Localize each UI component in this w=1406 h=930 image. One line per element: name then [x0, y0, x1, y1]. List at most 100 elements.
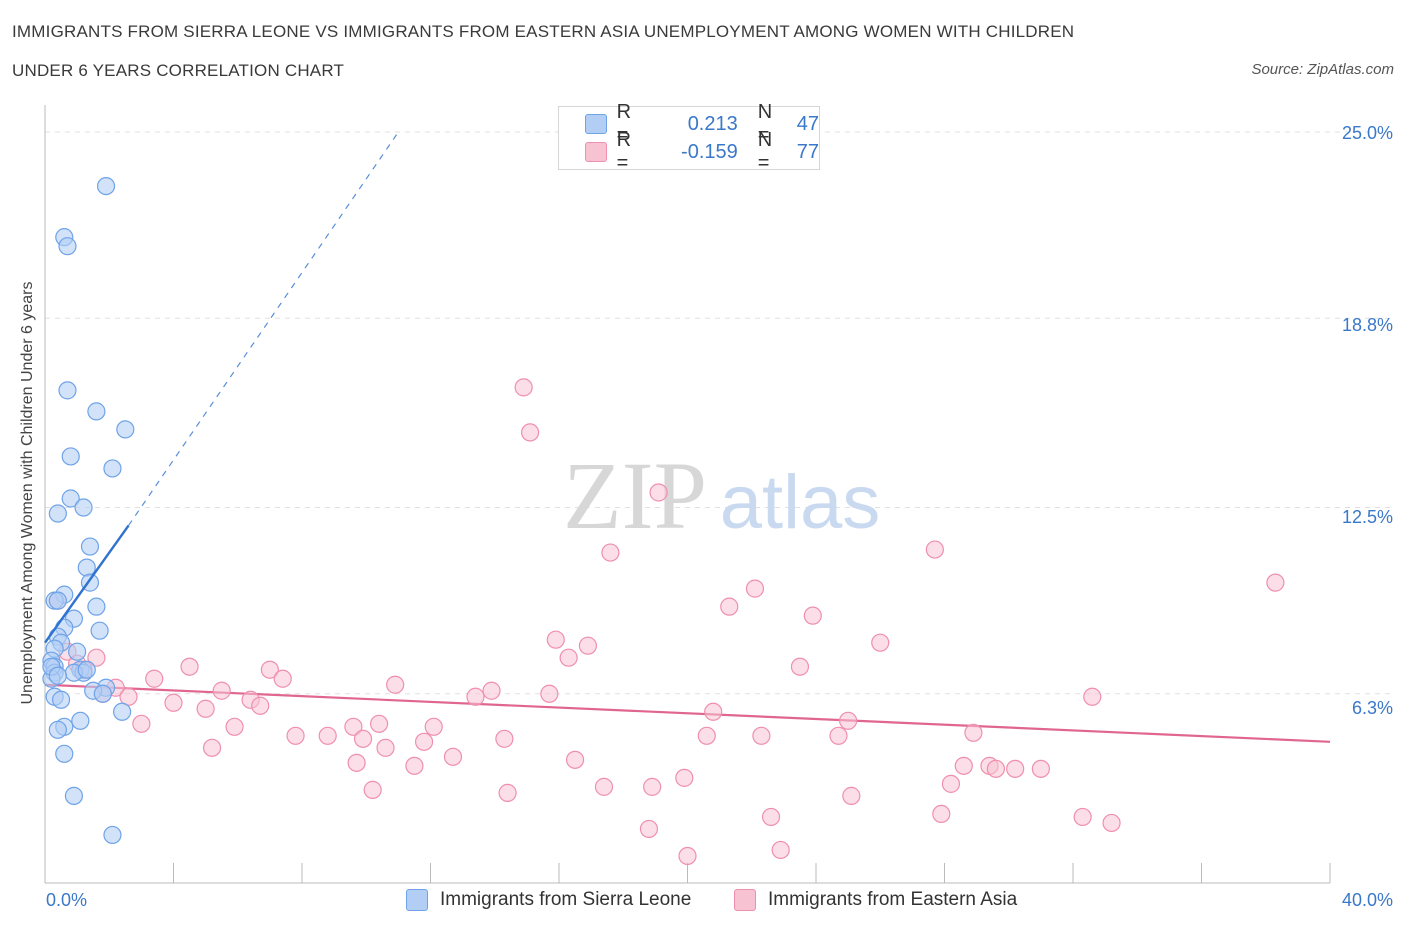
data-point-sierra-leone — [74, 498, 93, 517]
data-point-sierra-leone — [77, 558, 96, 577]
legend-label: Immigrants from Eastern Asia — [768, 889, 1018, 910]
data-point-eastern-asia — [697, 726, 716, 745]
data-point-eastern-asia — [424, 717, 443, 736]
data-point-eastern-asia — [1083, 687, 1102, 706]
data-point-eastern-asia — [1031, 759, 1050, 778]
data-point-sierra-leone — [87, 402, 106, 421]
data-point-sierra-leone — [71, 711, 90, 730]
data-point-eastern-asia — [546, 630, 565, 649]
r-value: -0.159 — [681, 140, 738, 163]
data-point-eastern-asia — [353, 729, 373, 748]
n-label: N = — [757, 129, 773, 174]
data-point-eastern-asia — [273, 669, 292, 688]
data-point-eastern-asia — [87, 648, 106, 667]
data-point-sierra-leone — [55, 744, 74, 763]
data-point-eastern-asia — [839, 711, 858, 730]
data-point-eastern-asia — [559, 648, 578, 667]
data-point-eastern-asia — [704, 702, 723, 721]
legend-swatch-blue — [406, 889, 428, 911]
data-point-eastern-asia — [202, 738, 222, 757]
data-point-eastern-asia — [466, 687, 485, 706]
watermark-zip: ZIP — [563, 442, 707, 549]
data-point-eastern-asia — [720, 597, 739, 616]
points-sierra-leone — [42, 176, 135, 845]
bottom-legend-sierra-leone: Immigrants from Sierra Leone — [406, 889, 691, 911]
data-point-eastern-asia — [443, 747, 463, 766]
chart-title-line-2: UNDER 6 YEARS CORRELATION CHART — [12, 61, 345, 80]
data-point-eastern-asia — [925, 540, 944, 559]
y-tick-label: 18.8% — [1341, 315, 1393, 335]
data-point-eastern-asia — [790, 657, 810, 676]
trend-eastern-asia — [44, 683, 1331, 743]
data-point-eastern-asia — [495, 729, 514, 748]
data-point-eastern-asia — [405, 756, 424, 775]
data-point-sierra-leone — [103, 825, 122, 845]
data-point-eastern-asia — [540, 684, 559, 703]
data-point-eastern-asia — [498, 783, 517, 802]
x-tick-label-max: 40.0% — [1341, 890, 1393, 910]
data-point-eastern-asia — [761, 807, 781, 827]
points-eastern-asia — [48, 378, 1285, 866]
data-point-eastern-asia — [260, 660, 279, 679]
data-point-eastern-asia — [678, 846, 697, 866]
data-point-eastern-asia — [347, 753, 366, 772]
data-point-sierra-leone — [90, 621, 109, 640]
data-point-eastern-asia — [514, 378, 533, 397]
data-point-eastern-asia — [752, 726, 771, 745]
data-point-eastern-asia — [1266, 573, 1285, 592]
data-point-eastern-asia — [212, 681, 231, 700]
legend-row-sierra-leone: R = 0.213 N = 47 — [585, 101, 820, 146]
watermark: ZIP atlas — [563, 442, 880, 549]
data-point-eastern-asia — [954, 756, 973, 775]
x-tick-label-min: 0.0% — [46, 890, 88, 910]
trend-line-sierra-leone-extension — [128, 131, 399, 526]
data-point-eastern-asia — [225, 717, 244, 736]
data-point-eastern-asia — [565, 750, 585, 769]
legend-label: Immigrants from Sierra Leone — [440, 889, 692, 910]
bottom-legend-eastern-asia: Immigrants from Eastern Asia — [734, 889, 1017, 911]
data-point-sierra-leone — [48, 591, 67, 610]
data-point-eastern-asia — [164, 693, 183, 712]
y-tick-label: 12.5% — [1341, 507, 1393, 527]
source-label: Source: ZipAtlas.com — [1251, 61, 1394, 78]
n-value: 47 — [796, 112, 820, 135]
data-point-eastern-asia — [376, 738, 395, 757]
y-tick-label: 25.0% — [1341, 123, 1393, 143]
data-point-eastern-asia — [482, 681, 501, 700]
n-label: N = — [757, 101, 773, 146]
data-point-eastern-asia — [578, 636, 598, 655]
legend-swatch-pink — [734, 889, 756, 911]
data-point-sierra-leone — [112, 702, 132, 721]
data-point-sierra-leone — [48, 504, 67, 523]
data-point-sierra-leone — [64, 786, 84, 805]
data-point-eastern-asia — [251, 696, 270, 715]
axes — [44, 105, 1331, 884]
data-point-sierra-leone — [61, 447, 80, 466]
r-label: R = — [616, 101, 632, 146]
trend-line-eastern-asia — [44, 683, 1331, 743]
data-point-eastern-asia — [639, 819, 659, 839]
data-point-eastern-asia — [842, 786, 861, 805]
y-tick-label: 6.3% — [1351, 698, 1393, 718]
data-point-eastern-asia — [145, 669, 164, 688]
trend-sierra-leone — [44, 131, 399, 644]
data-point-eastern-asia — [196, 699, 215, 718]
data-point-eastern-asia — [386, 675, 405, 694]
data-point-eastern-asia — [941, 774, 961, 793]
watermark-atlas: atlas — [720, 460, 881, 545]
data-point-sierra-leone — [58, 381, 77, 400]
data-point-sierra-leone — [51, 690, 71, 709]
data-point-sierra-leone — [80, 537, 100, 556]
data-point-eastern-asia — [829, 726, 848, 745]
data-point-eastern-asia — [643, 777, 662, 796]
data-point-eastern-asia — [363, 780, 382, 799]
data-point-eastern-asia — [520, 423, 540, 442]
data-point-sierra-leone — [48, 720, 67, 739]
data-point-eastern-asia — [1006, 759, 1025, 778]
data-point-sierra-leone — [48, 666, 67, 685]
n-value: 77 — [796, 140, 820, 163]
data-point-sierra-leone — [116, 420, 135, 439]
legend-row-eastern-asia: R = -0.159 N = 77 — [585, 129, 820, 174]
data-point-eastern-asia — [803, 606, 822, 625]
